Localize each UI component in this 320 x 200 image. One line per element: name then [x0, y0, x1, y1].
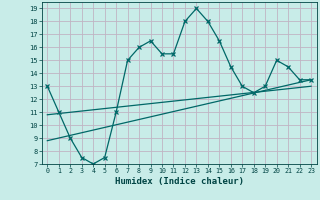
X-axis label: Humidex (Indice chaleur): Humidex (Indice chaleur) [115, 177, 244, 186]
